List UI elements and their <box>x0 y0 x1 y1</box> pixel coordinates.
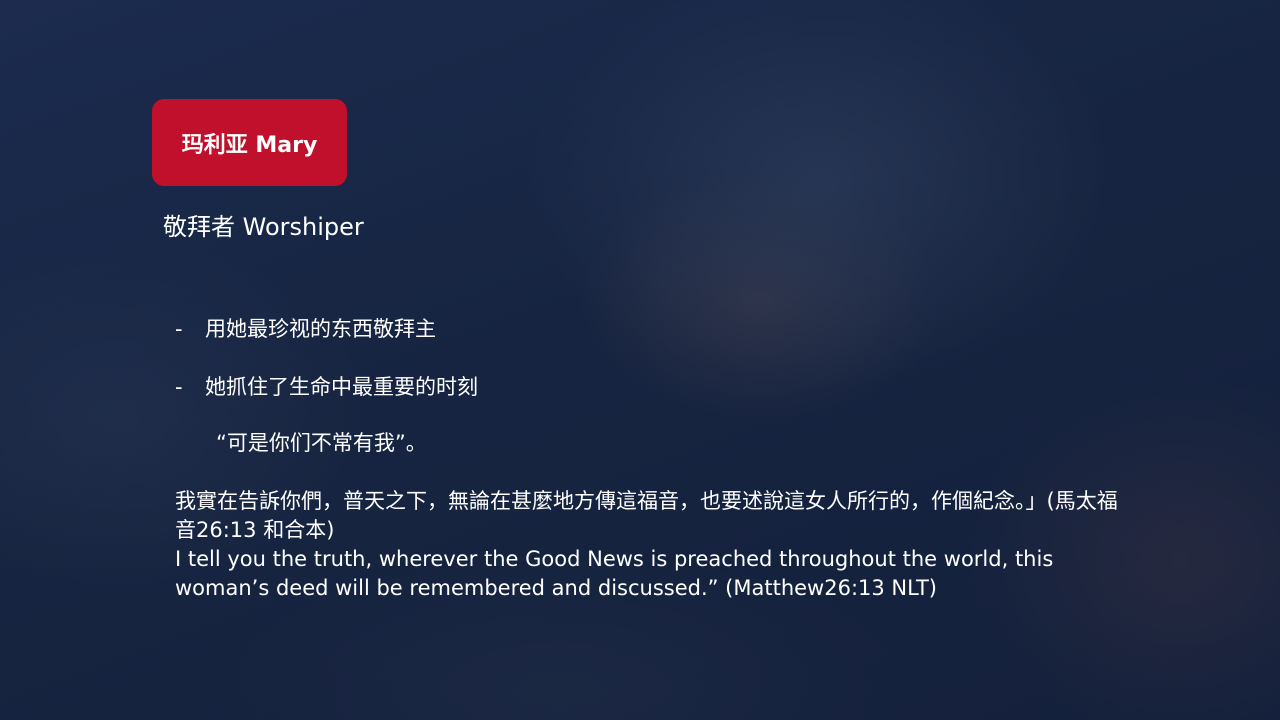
slide-title: 玛利亚 Mary <box>181 132 318 158</box>
bullet-item: - 用她最珍视的东西敬拜主 <box>175 312 1135 370</box>
title-box: 玛利亚 Mary <box>152 99 347 186</box>
bullet-marker: - <box>175 317 183 341</box>
bullet-text: 用她最珍视的东西敬拜主 <box>205 317 436 341</box>
verse-chinese: 我實在告訴你們，普天之下，無論在甚麼地方傳這福音，也要述說這女人所行的，作個紀念… <box>175 489 1118 542</box>
quote-text: “可是你们不常有我”。 <box>216 431 427 455</box>
bullet-item: - 她抓住了生命中最重要的时刻 <box>175 370 1135 428</box>
slide-subtitle: 敬拜者 Worshiper <box>163 213 364 241</box>
bullet-text: 她抓住了生命中最重要的时刻 <box>205 375 478 399</box>
verse-block: 我實在告訴你們，普天之下，無論在甚麼地方傳這福音，也要述說這女人所行的，作個紀念… <box>175 487 1120 603</box>
verse-english: I tell you the truth, wherever the Good … <box>175 547 1054 600</box>
bullet-marker: - <box>175 375 183 399</box>
bullet-list: - 用她最珍视的东西敬拜主 - 她抓住了生命中最重要的时刻 <box>175 312 1135 428</box>
